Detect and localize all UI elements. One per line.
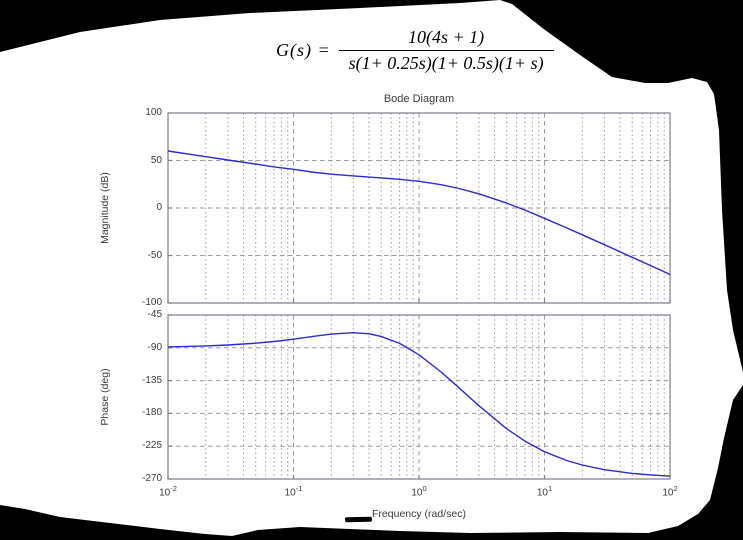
magnitude-curve: [167, 150, 671, 276]
x-tick-label: 10-1: [284, 484, 303, 499]
x-tick-exponent: 1: [547, 484, 553, 493]
x-tick-exponent: -2: [170, 484, 177, 493]
formula-numerator: 10(4s + 1): [408, 27, 485, 47]
x-tick-label: 100: [411, 484, 427, 499]
fraction-bar: [338, 49, 554, 51]
magnitude-ytick-label: 0: [156, 202, 162, 213]
x-tick-exponent: 0: [422, 484, 427, 493]
magnitude-ytick-label: 50: [150, 154, 162, 166]
magnitude-ytick-label: -50: [147, 249, 162, 261]
phase-ytick-label: -270: [141, 473, 162, 484]
formula-denominator: s(1+ 0.25s)(1+ 0.5s)(1+ s): [348, 52, 544, 73]
phase-ytick-label: -180: [141, 407, 162, 419]
magnitude-ytick-label: -100: [141, 297, 162, 308]
phase-ytick-label: -135: [141, 374, 162, 386]
formula-lhs: G(s) =: [276, 39, 331, 60]
magnitude-ytick-label: 100: [145, 107, 162, 118]
x-tick-label: 102: [662, 484, 678, 499]
phase-ytick-label: -45: [147, 309, 162, 320]
transfer-function-formula: G(s) = 10(4s + 1) s(1+ 0.25s)(1+ 0.5s)(1…: [276, 26, 554, 74]
phase-curve: [167, 332, 671, 477]
phase-ytick-label: -225: [141, 440, 162, 452]
phase-ytick-label: -90: [147, 341, 162, 353]
ink-smudge: [344, 516, 373, 523]
frequency-axis-label: Frequency (rad/sec): [372, 508, 466, 520]
x-tick-exponent: -1: [295, 484, 303, 493]
x-tick-label: 10-2: [159, 484, 177, 499]
formula-fraction: 10(4s + 1) s(1+ 0.25s)(1+ 0.5s)(1+ s): [338, 26, 554, 74]
x-tick-label: 101: [536, 484, 553, 499]
chart-title: Bode Diagram: [383, 93, 455, 105]
x-tick-exponent: 2: [673, 484, 678, 493]
